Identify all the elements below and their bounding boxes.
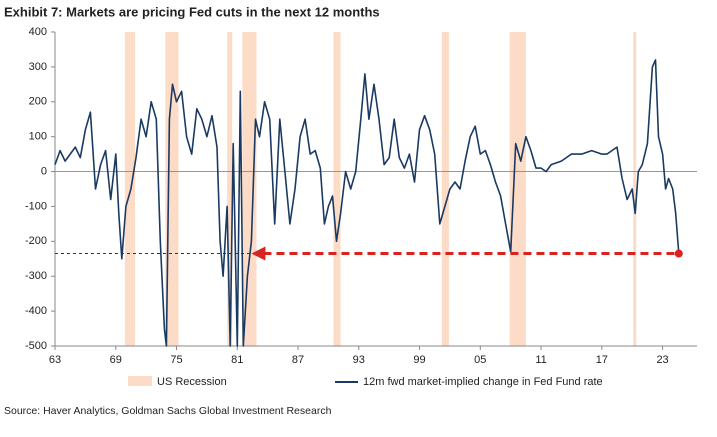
arrow-head (251, 246, 266, 261)
arrow-dot (674, 249, 683, 258)
y-tick-label: -500 (25, 340, 47, 352)
x-tick-label: 75 (170, 354, 182, 366)
legend-label: US Recession (157, 376, 227, 388)
y-tick-label: 300 (29, 61, 47, 73)
y-tick-label: -100 (25, 200, 47, 212)
recession-band (333, 32, 341, 346)
y-tick-label: -200 (25, 235, 47, 247)
recession-band (165, 32, 179, 346)
x-tick-label: 17 (596, 354, 608, 366)
chart-title: Exhibit 7: Markets are pricing Fed cuts … (4, 4, 380, 19)
x-tick-label: 81 (231, 354, 243, 366)
x-tick-label: 23 (656, 354, 668, 366)
recession-band (242, 32, 257, 346)
y-tick-label: -400 (25, 305, 47, 317)
recession-band (124, 32, 135, 346)
legend-label: 12m fwd market-implied change in Fed Fun… (363, 376, 603, 388)
y-tick-label: 200 (29, 96, 47, 108)
x-tick-label: 63 (49, 354, 61, 366)
x-tick-label: 93 (353, 354, 365, 366)
recession-band (633, 32, 637, 346)
data-line (54, 59, 680, 347)
y-tick-label: 100 (29, 131, 47, 143)
legend-swatch (128, 376, 152, 386)
x-tick-label: 69 (110, 354, 122, 366)
x-tick-label: 11 (535, 354, 546, 366)
recession-band (227, 32, 233, 346)
recession-band (509, 32, 526, 346)
y-tick-label: -300 (25, 270, 47, 282)
x-tick-label: 87 (292, 354, 304, 366)
y-tick-label: 0 (41, 165, 47, 177)
recession-band (441, 32, 449, 346)
x-tick-label: 99 (413, 354, 425, 366)
x-tick-label: 05 (474, 354, 486, 366)
source-note: Source: Haver Analytics, Goldman Sachs G… (4, 405, 332, 417)
y-tick-label: 400 (29, 26, 47, 38)
